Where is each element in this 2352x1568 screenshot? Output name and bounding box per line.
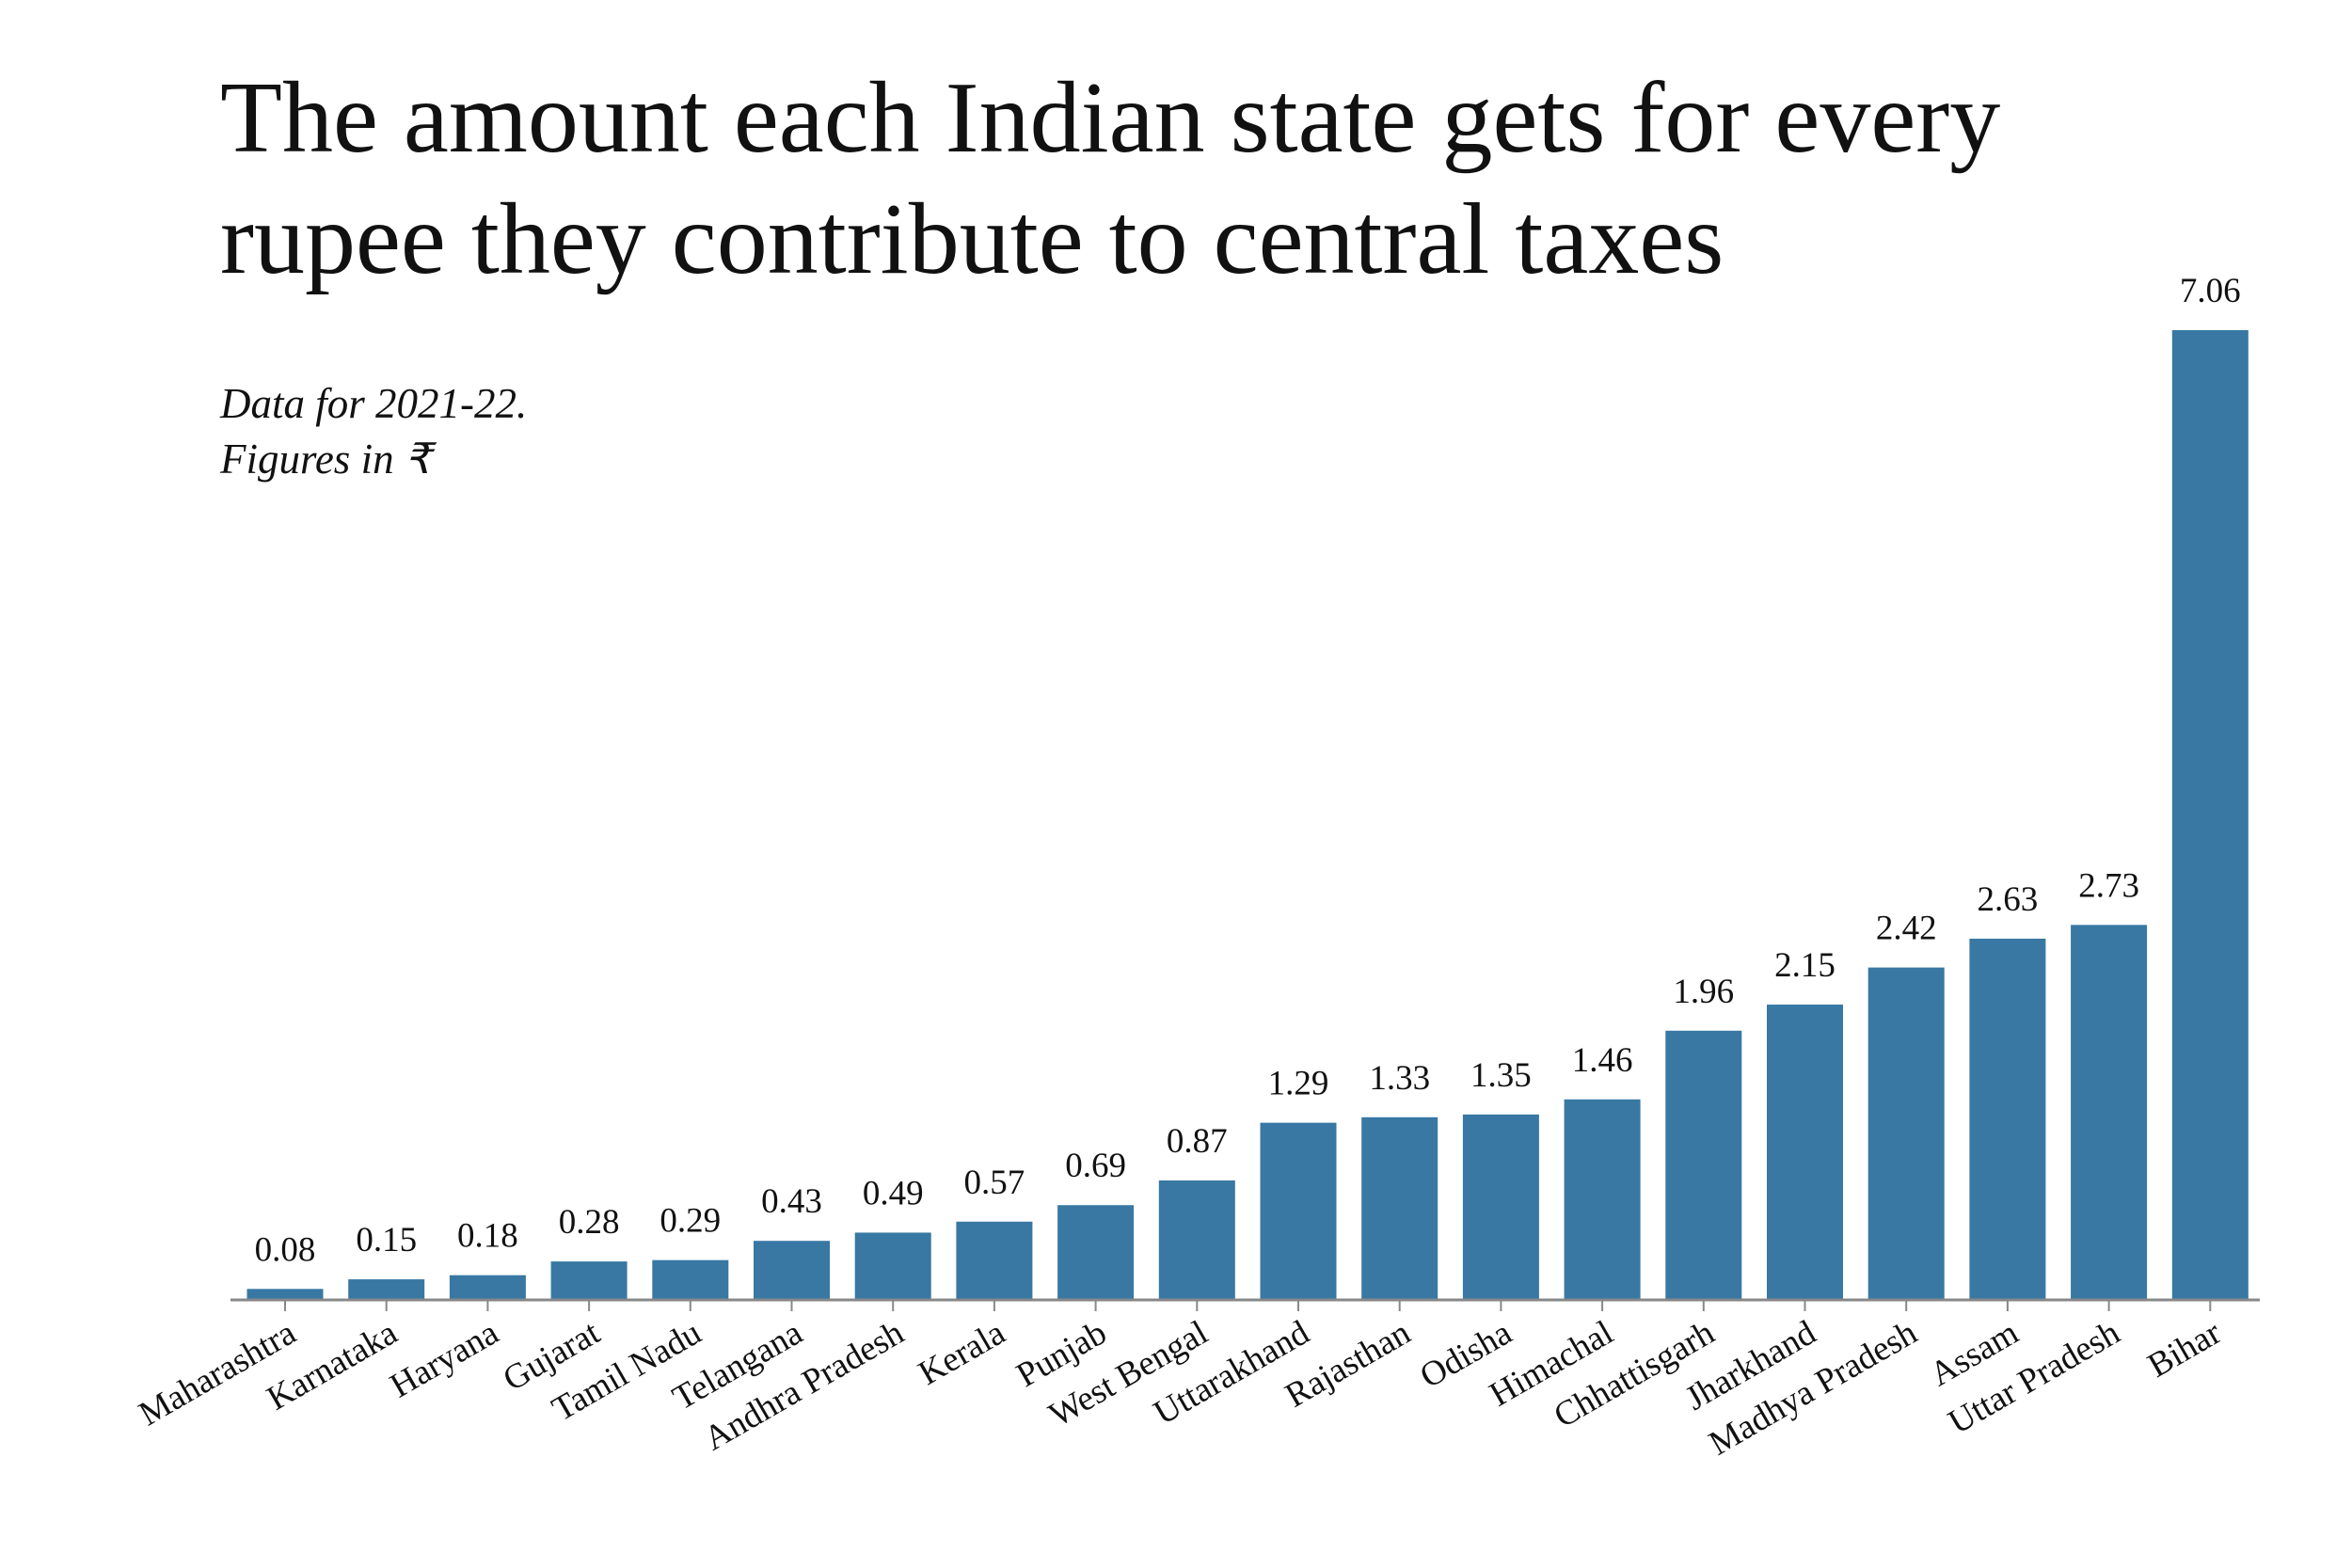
x-tick-label: Haryana bbox=[384, 1313, 505, 1405]
bar bbox=[1260, 1122, 1337, 1300]
bar bbox=[1057, 1205, 1135, 1300]
value-label: 0.29 bbox=[660, 1202, 721, 1241]
bar bbox=[1767, 1005, 1843, 1300]
value-label: 1.35 bbox=[1470, 1056, 1532, 1095]
bar bbox=[2171, 330, 2249, 1300]
bar bbox=[550, 1261, 628, 1300]
value-label: 0.28 bbox=[559, 1203, 620, 1242]
value-label: 0.69 bbox=[1065, 1147, 1126, 1185]
bar bbox=[246, 1289, 324, 1300]
chart-subtitle: Data for 2021-22. bbox=[219, 380, 527, 427]
bar bbox=[754, 1241, 830, 1300]
bar bbox=[348, 1279, 425, 1300]
chart-title: rupee they contribute to central taxes bbox=[220, 183, 1724, 295]
value-label: 1.96 bbox=[1673, 973, 1734, 1011]
value-label: 0.57 bbox=[964, 1164, 1025, 1202]
value-label: 1.46 bbox=[1572, 1041, 1633, 1080]
bar bbox=[956, 1221, 1033, 1300]
bar bbox=[1665, 1030, 1742, 1300]
value-label: 0.43 bbox=[761, 1182, 822, 1221]
value-label: 2.42 bbox=[1876, 910, 1937, 948]
x-tick-label: Bihar bbox=[2141, 1313, 2228, 1386]
value-label: 0.08 bbox=[255, 1230, 316, 1269]
bar bbox=[449, 1275, 526, 1300]
value-label: 0.87 bbox=[1167, 1122, 1228, 1161]
value-label: 1.29 bbox=[1268, 1065, 1329, 1103]
bar bbox=[1867, 967, 1945, 1300]
bar bbox=[1158, 1180, 1235, 1300]
bar bbox=[1462, 1114, 1539, 1300]
value-label: 2.63 bbox=[1978, 880, 2039, 919]
x-tick-label: Kerala bbox=[913, 1313, 1012, 1393]
value-label: 7.06 bbox=[2180, 272, 2241, 310]
bar bbox=[652, 1259, 729, 1300]
value-label: 1.33 bbox=[1369, 1059, 1430, 1098]
value-label: 2.73 bbox=[2078, 866, 2139, 905]
chart-title: The amount each Indian state gets for ev… bbox=[220, 62, 2000, 174]
bar bbox=[854, 1232, 931, 1300]
bar bbox=[1564, 1099, 1641, 1300]
value-label: 0.18 bbox=[457, 1217, 518, 1256]
value-label: 2.15 bbox=[1774, 946, 1836, 985]
bar bbox=[1361, 1117, 1438, 1300]
bar bbox=[1969, 938, 2046, 1300]
x-tick-label: Maharashtra bbox=[133, 1313, 303, 1433]
chart-subtitle: Figures in ₹ bbox=[219, 436, 437, 483]
bar bbox=[2071, 925, 2148, 1300]
value-label: 0.49 bbox=[863, 1174, 924, 1212]
value-label: 0.15 bbox=[356, 1221, 417, 1259]
